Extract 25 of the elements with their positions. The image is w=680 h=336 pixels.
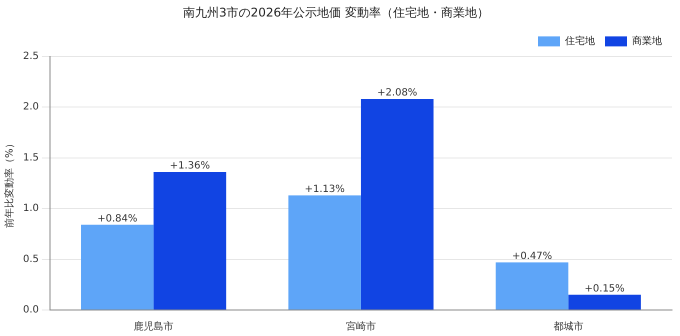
legend-label: 住宅地 — [565, 34, 595, 47]
x-tick-label: 宮崎市 — [346, 320, 376, 333]
y-tick-label: 0.0 — [22, 304, 39, 316]
bar — [288, 195, 361, 310]
y-tick-label: 0.5 — [22, 254, 39, 265]
bar — [360, 99, 434, 310]
y-tick-label: 1.5 — [22, 152, 39, 164]
y-tick-label: 2.5 — [22, 50, 39, 62]
bar — [496, 262, 568, 310]
data-label: +0.15% — [584, 283, 625, 294]
y-axis-title: 前年比変動率（%） — [4, 138, 16, 228]
bar — [568, 294, 641, 310]
y-tick-label: 1.0 — [22, 203, 39, 214]
x-tick-label: 鹿児島市 — [134, 320, 174, 333]
data-label: +0.84% — [97, 213, 138, 224]
chart-title: 南九州3市の2026年公示地価 変動率（住宅地・商業地） — [183, 5, 489, 20]
bar — [81, 224, 154, 310]
legend-label: 商業地 — [632, 34, 662, 47]
y-tick-label: 2.0 — [22, 102, 39, 113]
bar — [154, 172, 226, 310]
x-tick-label: 都城市 — [553, 320, 584, 333]
data-label: +0.47% — [512, 250, 552, 262]
data-label: +1.36% — [170, 160, 210, 172]
data-label: +2.08% — [377, 88, 418, 99]
data-label: +1.13% — [304, 184, 345, 195]
